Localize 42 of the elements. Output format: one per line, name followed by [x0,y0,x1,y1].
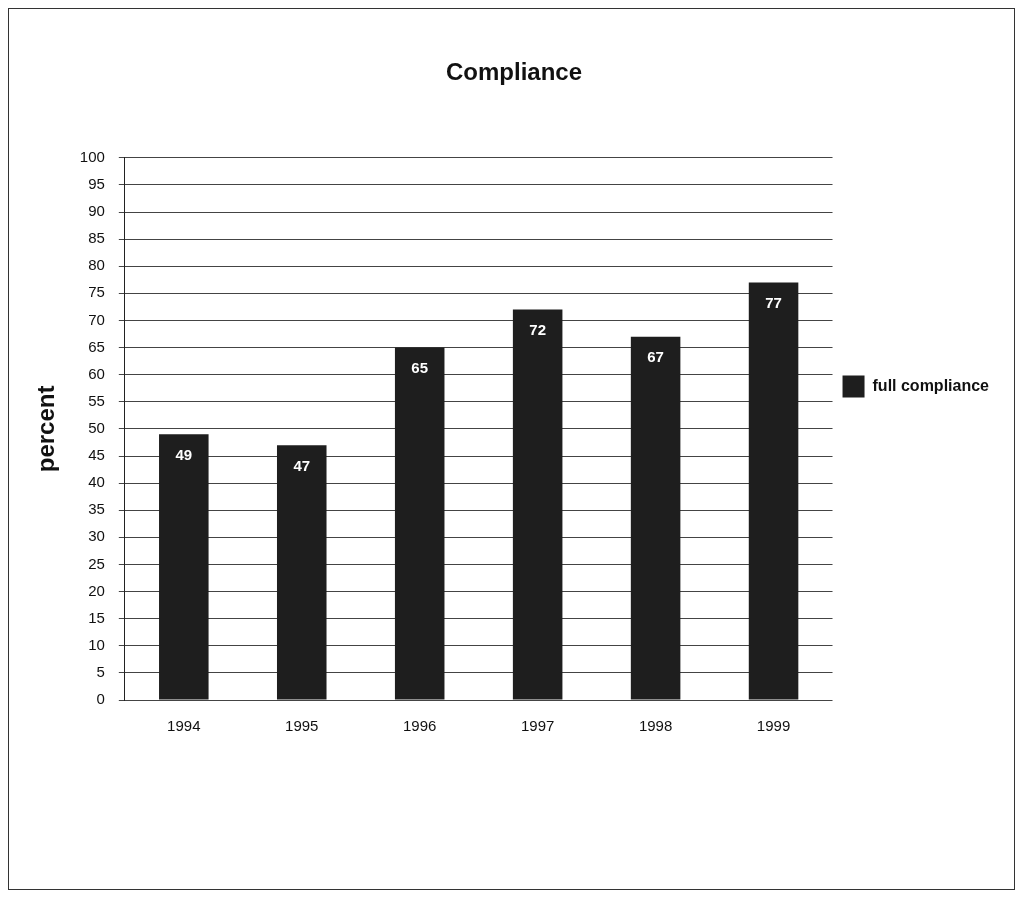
data-label: 65 [411,359,429,377]
bar [394,347,445,700]
y-tick-label: 0 [96,690,105,708]
bar [276,445,327,700]
x-tick-label: 1994 [167,717,201,735]
y-tick-label: 15 [88,608,105,626]
x-tick-label: 1998 [638,717,673,735]
y-tick-label: 100 [79,147,105,165]
y-tick-label: 70 [88,310,105,328]
y-tick-label: 90 [88,202,105,220]
y-tick-label: 85 [88,229,105,247]
y-tick-label: 35 [88,500,105,518]
y-tick-label: 50 [88,419,105,437]
bar [748,282,799,700]
data-label: 77 [765,294,782,312]
bar [512,309,563,700]
y-tick-label: 20 [88,581,105,599]
data-label: 49 [175,445,193,463]
y-axis-title: percent [32,385,60,473]
data-label: 72 [529,321,546,339]
y-tick-label: 40 [88,473,105,491]
y-tick-label: 95 [88,175,105,193]
x-tick-label: 1996 [403,717,437,735]
y-tick-label: 80 [88,256,105,274]
bar [159,434,209,700]
legend-label: full compliance [872,376,990,394]
y-tick-label: 65 [88,337,105,355]
y-tick-label: 25 [88,554,105,572]
data-label: 67 [647,348,664,366]
y-tick-label: 60 [88,364,105,382]
chart-title: Compliance [445,58,583,86]
y-tick-label: 45 [88,446,105,464]
y-tick-label: 5 [96,663,105,681]
y-tick-label: 75 [88,283,105,301]
x-tick-label: 1997 [520,717,555,735]
x-tick-label: 1995 [285,717,319,735]
y-tick-label: 10 [88,635,105,653]
data-label: 47 [293,456,311,474]
x-tick-label: 1999 [756,717,791,735]
bar [630,336,681,700]
y-tick-label: 30 [88,527,105,545]
y-tick-label: 55 [88,391,105,409]
